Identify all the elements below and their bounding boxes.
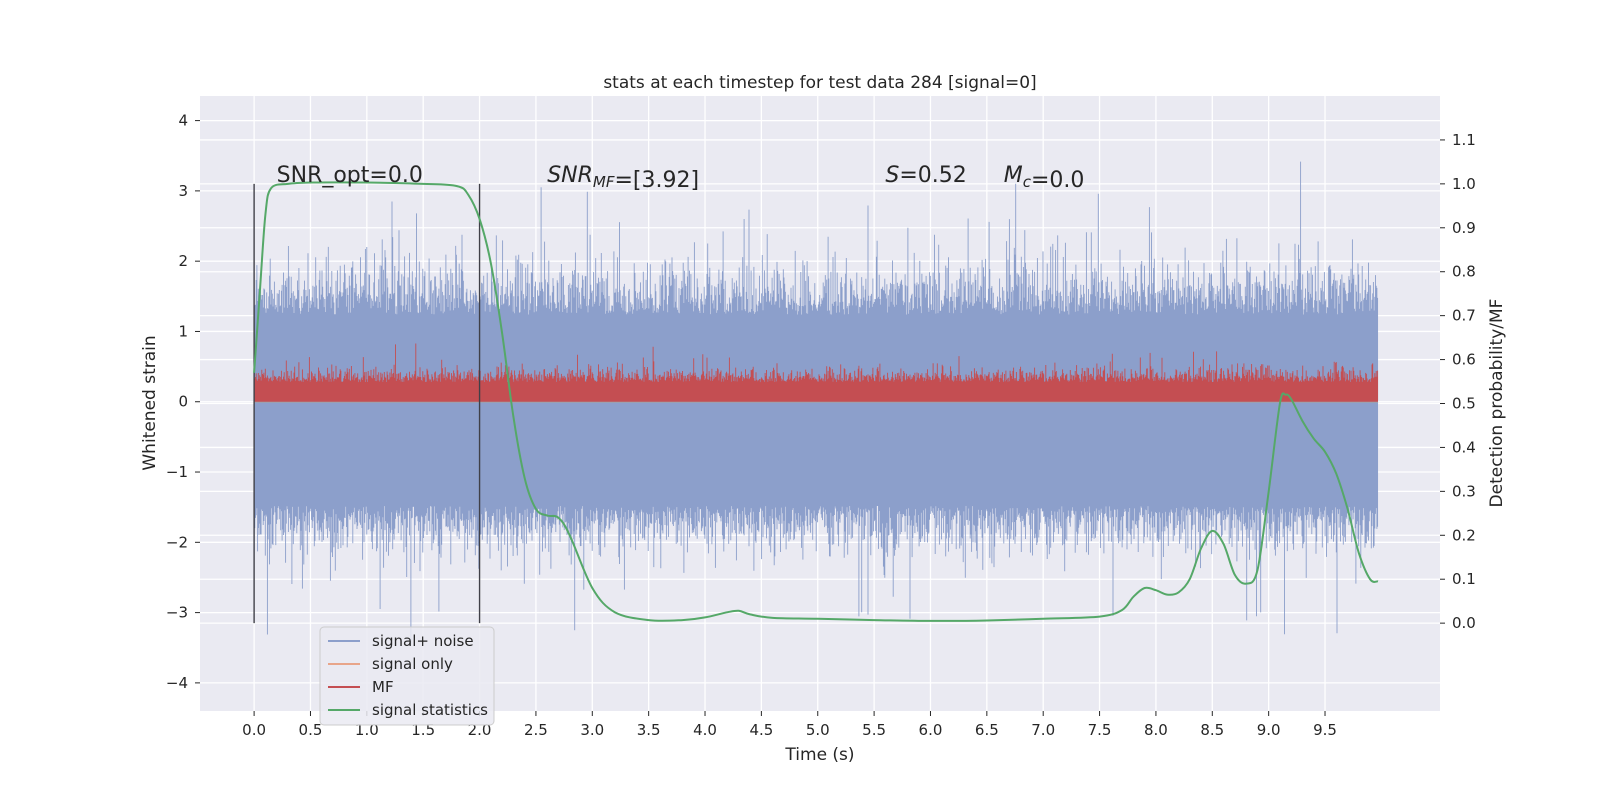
annotations: SNR_opt=0.0 SNRMF=[3.92] S=0.52 Mc=0.0 [277, 163, 1085, 193]
x-tick-label: 6.0 [919, 721, 943, 739]
annotation-m-c: Mc=0.0 [1004, 163, 1085, 193]
x-tick-label: 5.5 [862, 721, 886, 739]
vertical-markers [253, 183, 481, 624]
annotation-label: SNR_opt [277, 163, 370, 188]
legend-entry: signal only [372, 655, 453, 673]
annotation-snr-mf: SNRMF=[3.92] [547, 163, 699, 193]
annotation-value: =0.0 [369, 163, 422, 188]
x-tick-label: 7.0 [1031, 721, 1055, 739]
legend: signal+ noise signal only MF signal statist… [319, 626, 495, 726]
right-y-tick-label: 1.1 [1452, 131, 1476, 149]
legend-entry: MF [372, 678, 394, 696]
right-y-tick-label: 0.0 [1452, 614, 1476, 632]
right-y-tick-label: 0.7 [1452, 307, 1476, 325]
x-tick-label: 9.5 [1313, 721, 1337, 739]
x-tick-label: 4.0 [693, 721, 717, 739]
right-y-tick-label: 0.2 [1452, 526, 1476, 544]
annotation-label: M [1004, 163, 1023, 188]
legend-box [319, 626, 495, 726]
x-tick-label: 5.0 [806, 721, 830, 739]
right-y-axis: 0.0 0.1 0.2 0.3 0.4 0.5 0.6 0.7 0.8 0.9 1.0 1.1 [1440, 131, 1476, 632]
series-signal-statistics [253, 181, 1379, 622]
right-y-tick-label: 1.0 [1452, 175, 1476, 193]
x-tick-label: 0.5 [299, 721, 323, 739]
left-y-tick-label: −3 [166, 604, 188, 622]
x-tick-label: 3.5 [637, 721, 661, 739]
x-tick-label: 7.5 [1088, 721, 1112, 739]
left-y-tick-label: 3 [178, 182, 188, 200]
left-y-tick-label: 4 [178, 112, 188, 130]
left-y-tick-label: 0 [178, 393, 188, 411]
x-tick-label: 9.0 [1257, 721, 1281, 739]
annotation-label: SNR [547, 163, 593, 188]
right-y-tick-label: 0.5 [1452, 395, 1476, 413]
left-y-tick-label: 2 [178, 252, 188, 270]
left-y-tick-label: −1 [166, 463, 188, 481]
x-tick-label: 8.5 [1200, 721, 1224, 739]
x-axis-label: Time (s) [784, 745, 854, 765]
series-signal-noise [253, 161, 1379, 645]
right-y-tick-label: 0.3 [1452, 482, 1476, 500]
right-y-axis-label: Detection probability/MF [1487, 299, 1507, 508]
right-y-tick-label: 0.1 [1452, 570, 1476, 588]
right-y-tick-label: 0.6 [1452, 351, 1476, 369]
left-y-tick-label: −2 [166, 533, 188, 551]
annotation-value: =0.0 [1031, 168, 1084, 193]
annotation-value: =0.52 [899, 163, 966, 188]
x-tick-label: 3.0 [580, 721, 604, 739]
annotation-value: =[3.92] [614, 168, 699, 193]
left-y-axis-label: Whitened strain [140, 335, 160, 470]
left-y-axis: −4 −3 −2 −1 0 1 2 3 4 [166, 112, 200, 692]
right-y-tick-label: 0.8 [1452, 263, 1476, 281]
left-y-tick-label: 1 [178, 322, 188, 340]
left-y-tick-label: −4 [166, 674, 188, 692]
annotation-subscript: MF [593, 173, 615, 191]
annotation-snr-opt: SNR_opt=0.0 [277, 163, 423, 188]
x-tick-label: 2.5 [524, 721, 548, 739]
annotation-label: S [885, 163, 899, 188]
right-y-tick-label: 0.9 [1452, 219, 1476, 237]
chart-title: stats at each timestep for test data 284… [603, 73, 1036, 93]
legend-entry: signal statistics [372, 701, 488, 719]
right-y-tick-label: 0.4 [1452, 438, 1476, 456]
x-tick-label: 6.5 [975, 721, 999, 739]
x-tick-label: 0.0 [242, 721, 266, 739]
series-line-signal-statistics [253, 181, 1379, 622]
annotation-subscript: c [1023, 173, 1032, 191]
x-tick-label: 8.0 [1144, 721, 1168, 739]
legend-entry: signal+ noise [372, 632, 474, 650]
x-tick-label: 4.5 [749, 721, 773, 739]
annotation-s: S=0.52 [885, 163, 966, 188]
plot-series [253, 161, 1379, 645]
